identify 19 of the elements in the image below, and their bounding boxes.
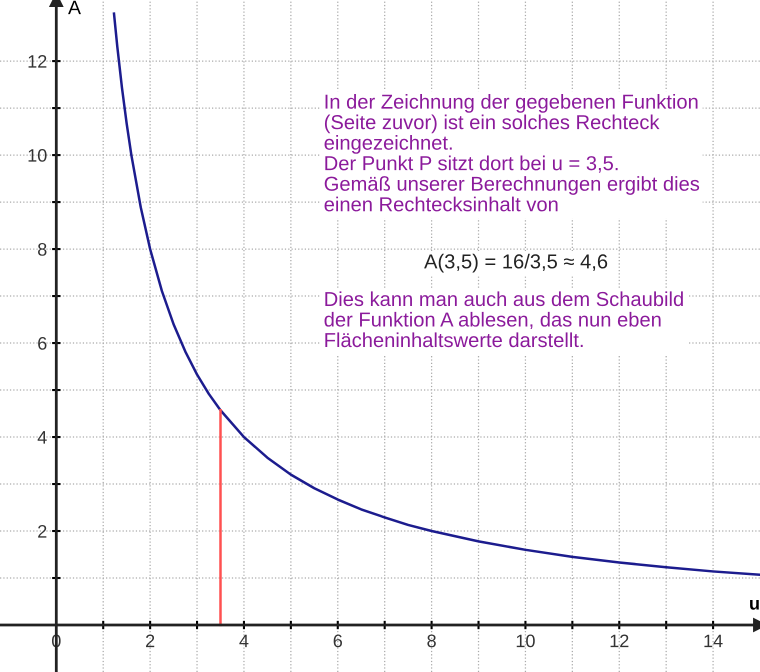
x-tick-label: 6: [334, 634, 342, 648]
x-tick-label: 14: [704, 634, 723, 648]
y-tick-label: 8: [38, 242, 46, 256]
y-tick-label: 4: [38, 431, 47, 444]
x-tick-label: 12: [610, 634, 628, 648]
y-tick-label: 6: [38, 336, 46, 350]
x-axis-title: u: [750, 600, 759, 610]
annotation: A(3,5) = 16/3,5 ≈ 4,6: [424, 254, 608, 273]
line-series: [112, 12, 760, 576]
x-tick-label: 10: [516, 634, 535, 648]
annotation: In der Zeichnung der gegebenen Funktion (Seite zuvor) ist ein solches Rechteck eingezeichnet. Der Punkt P sitzt dort bei u = 3,5. Gemäß unserer Berechnungen ergibt dies einen Rechtecksinhalt von: [324, 94, 700, 212]
x-tick-label: 2: [146, 634, 154, 648]
y-tick-label: 12: [28, 55, 46, 68]
annotation: Dies kann man auch aus dem Schaubild der Funktion A ablesen, das nun eben Flächeninhaltswerte darstellt.: [324, 291, 683, 348]
x-tick-label: 8: [427, 634, 436, 648]
y-tick-label: 10: [28, 149, 47, 162]
y-axis-title: A: [68, 0, 81, 14]
x-tick-label: 4: [239, 634, 248, 648]
y-tick-label: 2: [38, 524, 46, 538]
